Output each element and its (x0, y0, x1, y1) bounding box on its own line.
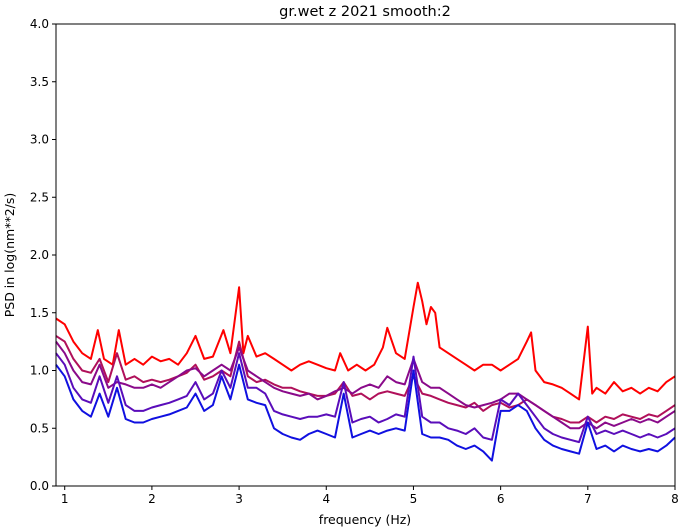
series-line-5 (55, 363, 676, 462)
y-tick-label: 1.5 (30, 306, 49, 320)
chart-title: gr.wet z 2021 smooth:2 (279, 4, 451, 20)
y-tick-label: 0.0 (30, 479, 49, 493)
y-tick-label: 2.0 (30, 248, 49, 262)
series-line-3 (55, 341, 676, 430)
x-axis-label: frequency (Hz) (319, 512, 411, 527)
x-axis: 1 2 3 4 5 6 7 8 (61, 486, 679, 506)
x-tick-label: 6 (497, 492, 505, 506)
x-tick-label: 1 (61, 492, 69, 506)
x-tick-label: 3 (235, 492, 243, 506)
y-tick-label: 4.0 (30, 17, 49, 31)
x-tick-label: 2 (148, 492, 156, 506)
y-tick-label: 3.5 (30, 75, 49, 89)
x-tick-label: 4 (322, 492, 330, 506)
y-tick-label: 0.5 (30, 421, 49, 435)
series-line-2 (55, 335, 676, 424)
series-line-4 (55, 352, 676, 444)
x-tick-label: 5 (410, 492, 418, 506)
y-tick-label: 3.0 (30, 133, 49, 147)
y-tick-label: 1.0 (30, 364, 49, 378)
y-axis: 0.0 0.5 1.0 1.5 2.0 2.5 3.0 3.5 4.0 (30, 17, 56, 493)
series-line-1 (55, 281, 676, 401)
x-tick-label: 8 (671, 492, 679, 506)
y-tick-label: 2.5 (30, 190, 49, 204)
y-axis-label: PSD in log(nm**2/s) (2, 193, 17, 318)
x-tick-label: 7 (584, 492, 592, 506)
series-layer (55, 281, 676, 462)
plot-area-frame (55, 23, 676, 487)
